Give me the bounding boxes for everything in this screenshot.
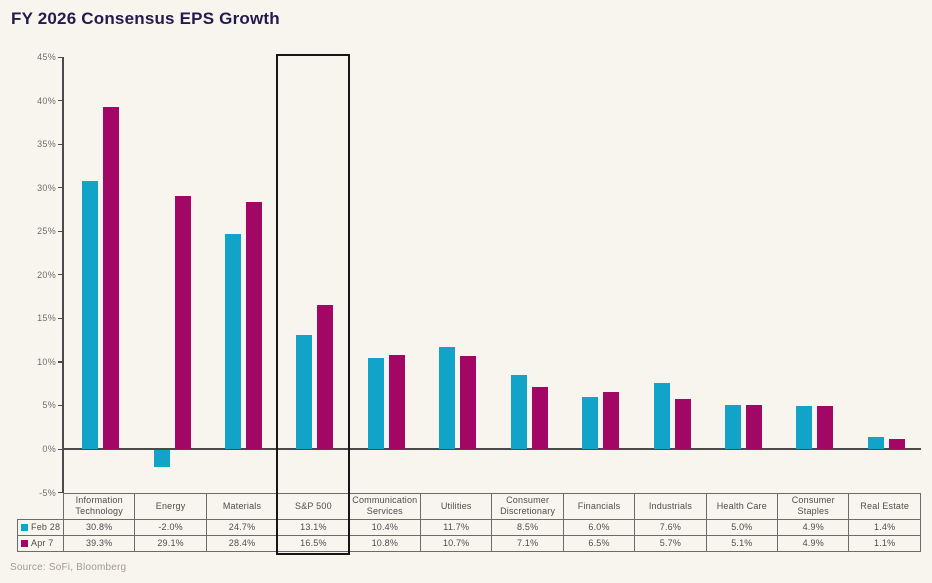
bar-apr-7-energy bbox=[174, 195, 191, 449]
cell-feb-28-industrials: 7.6% bbox=[634, 518, 707, 536]
column-header-utilities: Utilities bbox=[420, 492, 493, 520]
bar-apr-7-information-technology bbox=[103, 106, 120, 449]
legend-swatch-icon bbox=[21, 539, 28, 547]
cell-apr-7-real-estate: 1.1% bbox=[848, 534, 921, 552]
bar-apr-7-s-p-500 bbox=[317, 305, 334, 449]
bar-apr-7-consumer-discretionary bbox=[531, 387, 548, 449]
y-tick-mark bbox=[58, 404, 62, 407]
cell-apr-7-industrials: 5.7% bbox=[634, 534, 707, 552]
bar-feb-28-s-p-500 bbox=[296, 334, 313, 449]
y-tick-label: 40% bbox=[37, 95, 56, 106]
bar-feb-28-materials bbox=[225, 233, 242, 449]
bar-feb-28-communication-services bbox=[367, 358, 384, 449]
y-tick-label: -5% bbox=[39, 487, 56, 498]
bar-apr-7-financials bbox=[603, 392, 620, 449]
column-header-health-care: Health Care bbox=[705, 492, 779, 520]
cell-feb-28-consumer-discretionary: 8.5% bbox=[491, 518, 564, 536]
column-header-information-technology: Information Technology bbox=[62, 492, 136, 520]
bar-apr-7-industrials bbox=[674, 399, 691, 449]
bar-feb-28-consumer-discretionary bbox=[510, 374, 527, 449]
cell-apr-7-materials: 28.4% bbox=[205, 534, 279, 552]
cell-feb-28-materials: 24.7% bbox=[205, 518, 279, 536]
y-tick-mark bbox=[58, 361, 62, 363]
y-axis-line bbox=[62, 57, 64, 493]
bar-feb-28-financials bbox=[582, 396, 599, 449]
column-header-communication-services: Communication Services bbox=[348, 492, 422, 520]
bar-apr-7-utilities bbox=[460, 355, 477, 449]
column-header-consumer-discretionary: Consumer Discretionary bbox=[491, 492, 564, 520]
y-tick-mark bbox=[58, 230, 62, 232]
bar-feb-28-energy bbox=[153, 450, 170, 468]
cell-apr-7-financials: 6.5% bbox=[562, 534, 636, 552]
bar-feb-28-utilities bbox=[439, 347, 456, 449]
y-tick-mark bbox=[58, 187, 62, 189]
y-tick-label: 15% bbox=[37, 313, 56, 324]
bar-feb-28-health-care bbox=[724, 405, 741, 449]
bar-feb-28-information-technology bbox=[82, 180, 99, 449]
y-tick-mark bbox=[58, 100, 62, 102]
cell-apr-7-health-care: 5.1% bbox=[705, 534, 779, 552]
zero-baseline bbox=[62, 448, 921, 450]
cell-feb-28-financials: 6.0% bbox=[562, 518, 636, 536]
column-header-energy: Energy bbox=[134, 492, 207, 520]
y-tick-label: 5% bbox=[42, 400, 56, 411]
cell-apr-7-consumer-staples: 4.9% bbox=[777, 534, 850, 552]
source-note: Source: SoFi, Bloomberg bbox=[10, 562, 127, 573]
bar-apr-7-communication-services bbox=[388, 354, 405, 449]
legend-feb-28: Feb 28 bbox=[17, 518, 64, 536]
cell-feb-28-consumer-staples: 4.9% bbox=[777, 518, 850, 536]
data-table: Information Technology Energy Materials S&P… bbox=[17, 492, 921, 552]
table-corner-cell bbox=[18, 493, 64, 519]
cell-apr-7-communication-services: 10.8% bbox=[348, 534, 422, 552]
sp500-highlight-box bbox=[276, 54, 350, 555]
y-tick-mark bbox=[58, 274, 62, 276]
y-tick-label: 35% bbox=[37, 139, 56, 150]
y-tick-label: 45% bbox=[37, 52, 56, 62]
y-tick-mark bbox=[58, 317, 62, 320]
bar-feb-28-consumer-staples bbox=[796, 406, 813, 449]
cell-feb-28-utilities: 11.7% bbox=[420, 518, 493, 536]
column-header-materials: Materials bbox=[205, 492, 279, 520]
cell-feb-28-energy: -2.0% bbox=[134, 518, 207, 536]
column-header-real-estate: Real Estate bbox=[848, 492, 921, 520]
cell-feb-28-communication-services: 10.4% bbox=[348, 518, 422, 536]
column-header-industrials: Industrials bbox=[634, 492, 707, 520]
cell-feb-28-health-care: 5.0% bbox=[705, 518, 779, 536]
column-header-financials: Financials bbox=[562, 492, 636, 520]
y-tick-mark bbox=[58, 56, 62, 58]
bar-apr-7-consumer-staples bbox=[817, 406, 834, 449]
y-tick-label: 0% bbox=[42, 444, 56, 454]
legend-apr-7: Apr 7 bbox=[17, 534, 64, 552]
bar-apr-7-health-care bbox=[745, 404, 762, 449]
cell-feb-28-real-estate: 1.4% bbox=[848, 518, 921, 536]
cell-apr-7-utilities: 10.7% bbox=[420, 534, 493, 552]
cell-feb-28-s-p-500: 13.1% bbox=[277, 518, 350, 536]
y-tick-mark bbox=[58, 143, 62, 145]
y-tick-mark bbox=[58, 448, 62, 450]
y-tick-label: 25% bbox=[37, 226, 56, 237]
cell-apr-7-s-p-500: 16.5% bbox=[277, 534, 350, 552]
column-header-s-p-500: S&P 500 bbox=[277, 492, 350, 520]
table-row-feb-28: Feb 28 30.8% -2.0% 24.7% 13.1% 10.4% 11.7% 8.5%… bbox=[17, 518, 921, 536]
bar-apr-7-materials bbox=[246, 201, 263, 449]
bar-feb-28-real-estate bbox=[867, 436, 884, 449]
cell-apr-7-energy: 29.1% bbox=[134, 534, 207, 552]
table-header-row: Information Technology Energy Materials S&P… bbox=[18, 492, 921, 520]
y-tick-label: 10% bbox=[37, 356, 56, 367]
cell-apr-7-consumer-discretionary: 7.1% bbox=[491, 534, 564, 552]
cell-apr-7-information-technology: 39.3% bbox=[62, 534, 136, 552]
table-row-apr-7: Apr 7 39.3% 29.1% 28.4% 16.5% 10.8% 10.7% 7.1% 6… bbox=[17, 534, 921, 552]
bar-apr-7-real-estate bbox=[888, 439, 905, 449]
column-header-consumer-staples: Consumer Staples bbox=[777, 492, 850, 520]
chart-title: FY 2026 Consensus EPS Growth bbox=[11, 9, 280, 28]
legend-swatch-icon bbox=[21, 523, 28, 531]
y-tick-label: 30% bbox=[37, 182, 56, 193]
cell-feb-28-information-technology: 30.8% bbox=[62, 518, 136, 536]
y-tick-mark bbox=[58, 492, 62, 494]
bar-feb-28-industrials bbox=[653, 382, 670, 449]
y-tick-label: 20% bbox=[37, 269, 56, 280]
